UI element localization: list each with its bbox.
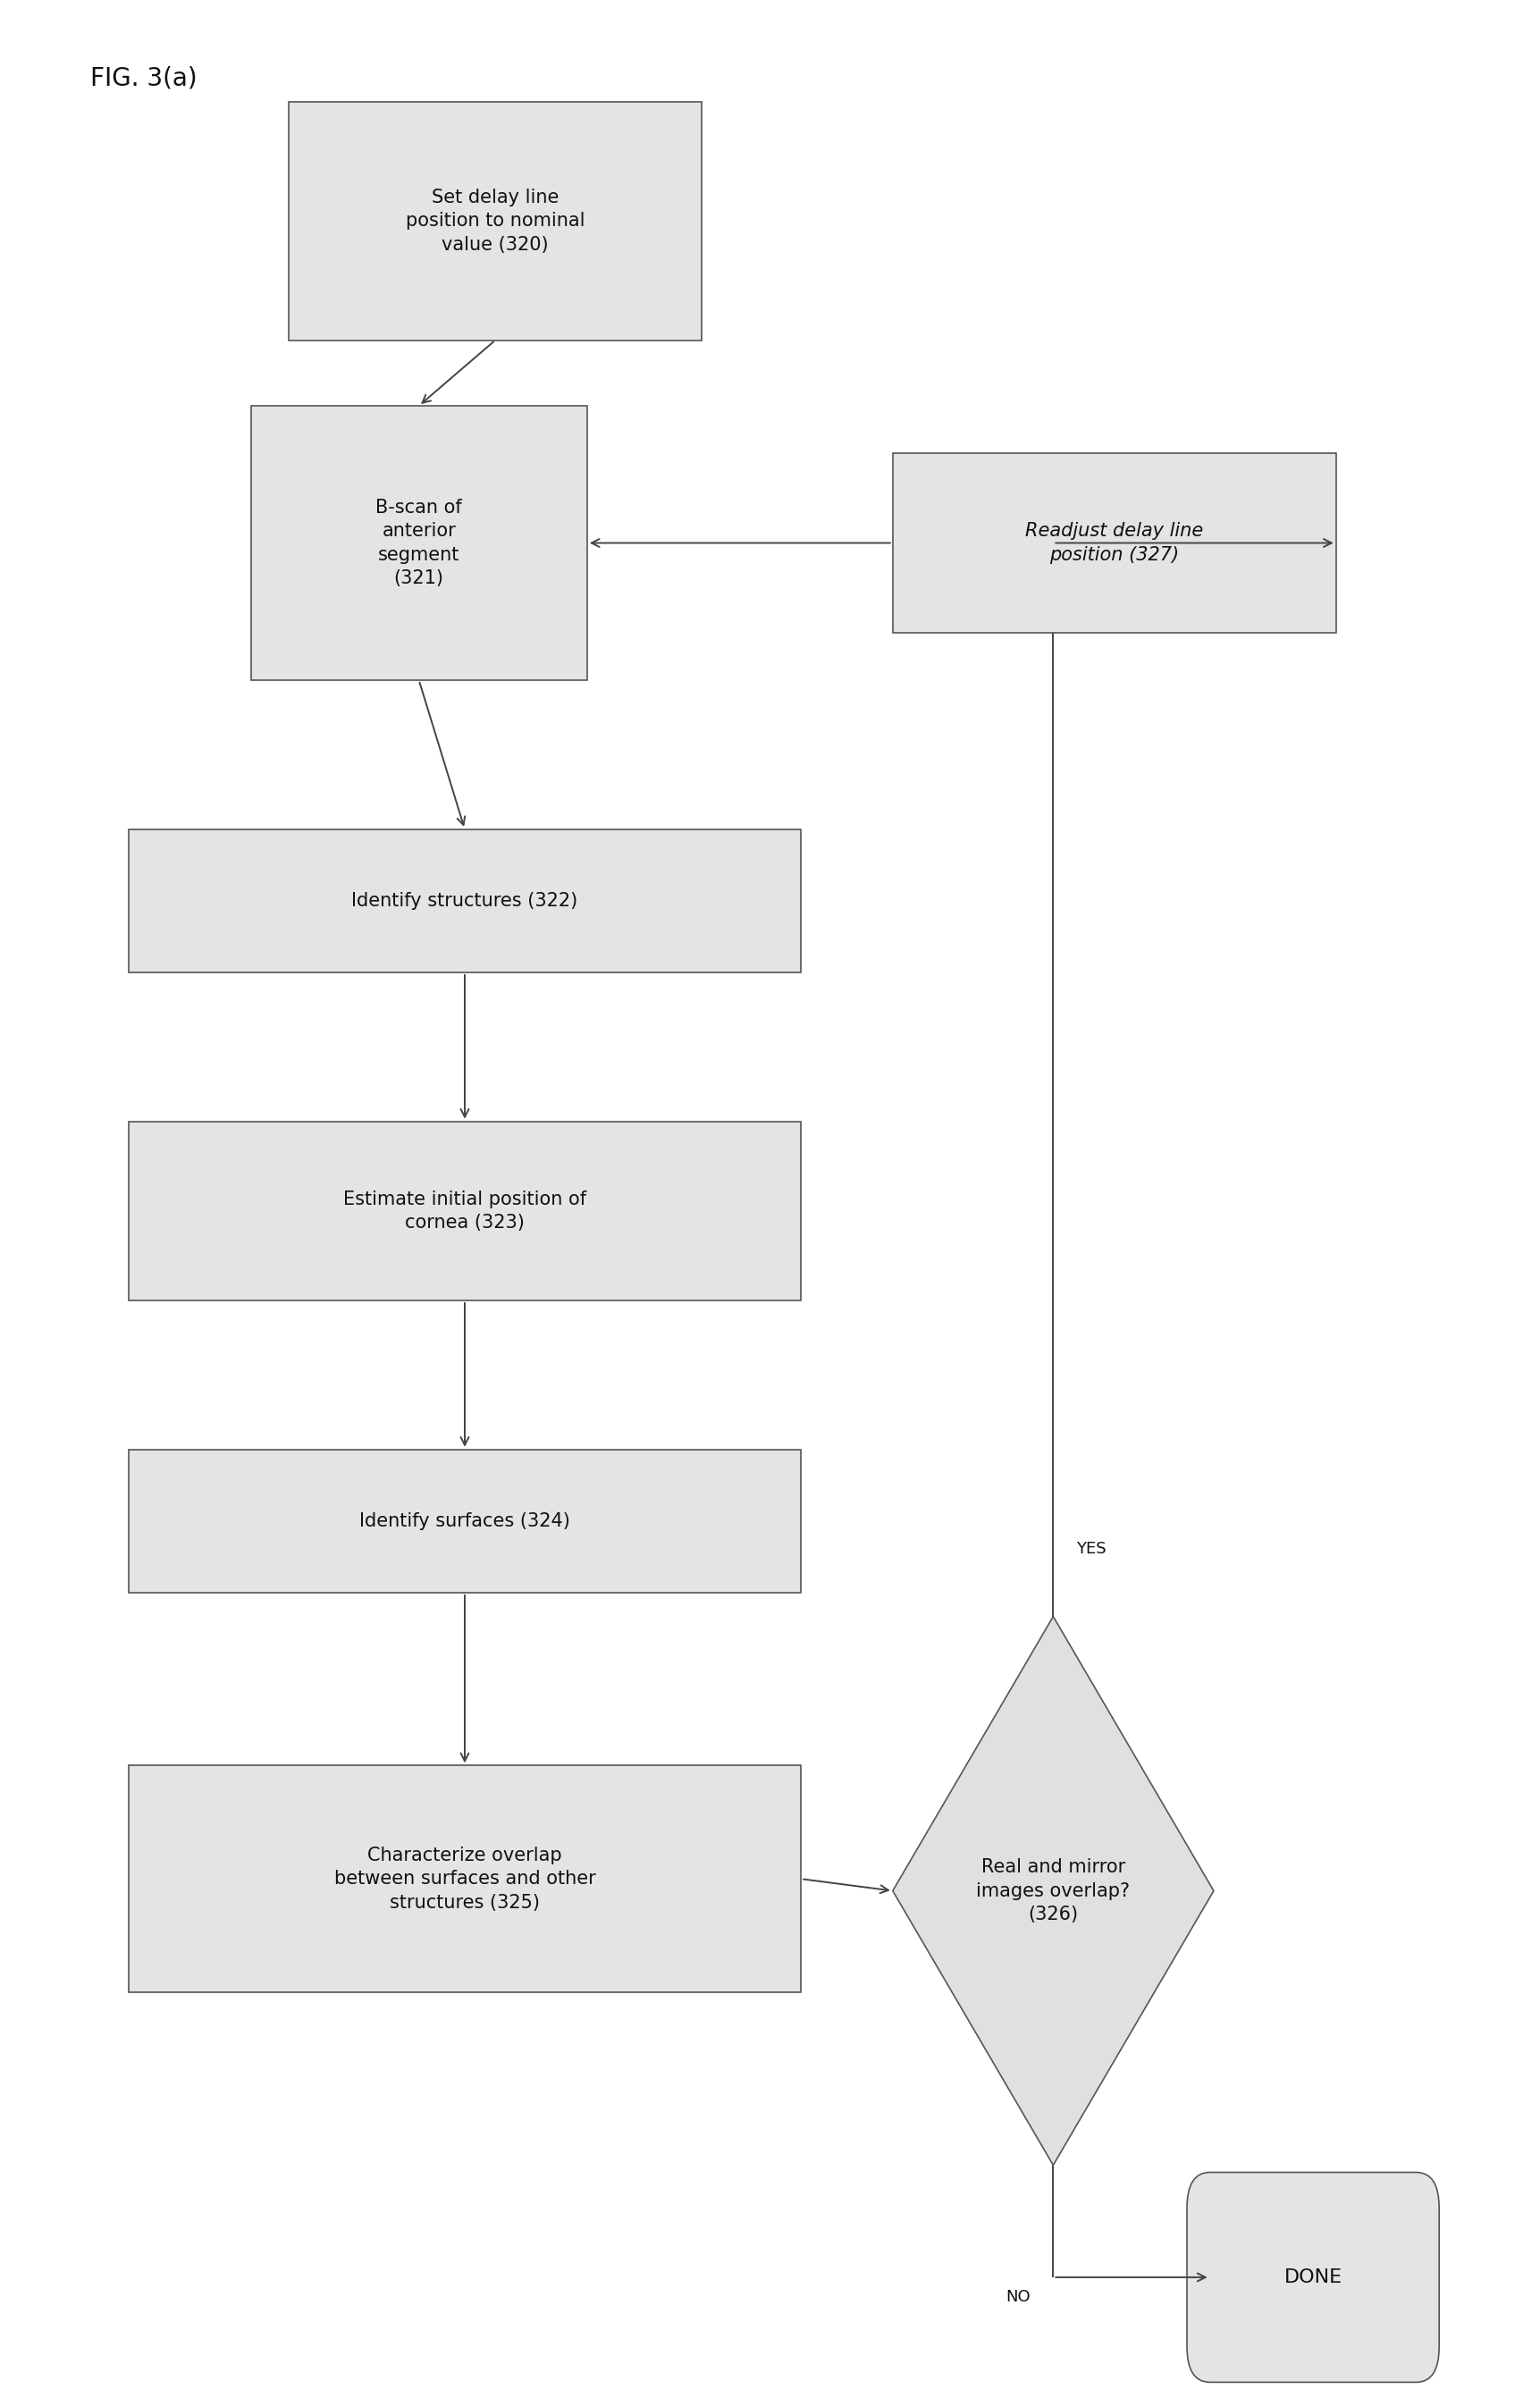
Text: NO: NO <box>1006 2290 1030 2304</box>
Text: B-scan of
anterior
segment
(321): B-scan of anterior segment (321) <box>376 499 462 588</box>
FancyBboxPatch shape <box>251 405 587 681</box>
FancyBboxPatch shape <box>128 1122 801 1300</box>
Text: Readjust delay line
position (327): Readjust delay line position (327) <box>1024 523 1203 564</box>
Text: YES: YES <box>1075 1542 1106 1556</box>
Text: Estimate initial position of
cornea (323): Estimate initial position of cornea (323… <box>343 1189 587 1233</box>
FancyBboxPatch shape <box>128 1765 801 1993</box>
Text: Characterize overlap
between surfaces and other
structures (325): Characterize overlap between surfaces an… <box>334 1846 596 1911</box>
Polygon shape <box>892 1616 1214 2165</box>
FancyBboxPatch shape <box>892 453 1335 633</box>
FancyBboxPatch shape <box>128 830 801 971</box>
Text: DONE: DONE <box>1283 2269 1341 2285</box>
FancyBboxPatch shape <box>1186 2173 1438 2381</box>
Text: Identify surfaces (324): Identify surfaces (324) <box>359 1513 570 1530</box>
FancyBboxPatch shape <box>128 1448 801 1592</box>
Text: FIG. 3(a): FIG. 3(a) <box>91 65 197 91</box>
FancyBboxPatch shape <box>290 101 701 341</box>
Text: Set delay line
position to nominal
value (320): Set delay line position to nominal value… <box>405 189 585 254</box>
Text: Identify structures (322): Identify structures (322) <box>351 892 578 909</box>
Text: Real and mirror
images overlap?
(326): Real and mirror images overlap? (326) <box>976 1858 1129 1923</box>
